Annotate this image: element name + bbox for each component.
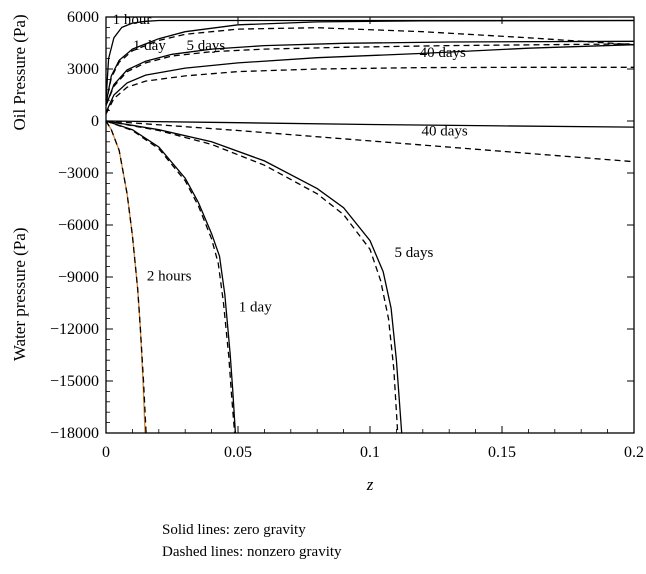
x-tick-label: 0.1 (360, 444, 380, 461)
x-tick-label: 0.05 (224, 444, 252, 461)
ticks-layer: 0 0.05 0.1 0.15 0.2 6000 3000 0 −3000 −6000 −9000 −… (50, 9, 644, 461)
y-tick-label: 0 (91, 113, 99, 130)
curve-label-5-days: 5 days (395, 245, 434, 261)
y-tick-label: −6000 (58, 217, 99, 234)
y-tick-label: 3000 (67, 61, 99, 78)
y-axis-label-oil: Oil Pressure (Pa) (10, 14, 29, 130)
curve-label-1-day: 1 day (133, 38, 166, 54)
annotations-layer: 1 hour 1 day 5 days 40 days 40 days 5 days 2 h… (113, 12, 468, 316)
series-dashed-1-day-12 (105, 120, 236, 434)
series-solid-40-days-3 (105, 44, 635, 113)
y-tick-label: −3000 (58, 165, 99, 182)
x-tick-label: 0 (102, 444, 110, 461)
legend-note-dashed: Dashed lines: nonzero gravity (162, 544, 342, 560)
series-dashed-40-days-8 (105, 120, 635, 163)
y-tick-label: −18000 (50, 425, 99, 442)
series-solid-1-hour-0 (105, 19, 634, 101)
series-dashed-5-days-14 (105, 120, 399, 434)
series-solid-5-days-13 (105, 120, 403, 434)
y-axis-label-water: Water pressure (Pa) (10, 228, 29, 362)
curve-label-1-hour: 1 hour (113, 12, 152, 28)
y-tick-label: −9000 (58, 269, 99, 286)
curve-label-5-days: 5 days (187, 38, 226, 54)
curve-label-1-day: 1 day (239, 300, 272, 316)
series-layer (105, 19, 635, 434)
series-solid-2-hours-9 (105, 120, 146, 434)
x-tick-label: 0.2 (624, 444, 644, 461)
y-tick-label: −15000 (50, 373, 99, 390)
series-dashed-40-days-6 (105, 66, 634, 115)
series-solid-1-day-1 (105, 19, 635, 104)
curve-label-40-days: 40 days (420, 45, 466, 61)
y-tick-label: 6000 (67, 9, 99, 26)
x-axis-label: z (366, 475, 374, 494)
plot-frame (105, 16, 635, 434)
series-dashed-5-days-5 (105, 43, 635, 106)
y-tick-label: −12000 (50, 321, 99, 338)
series-solid-40-days-7 (105, 120, 635, 128)
series-dashed-1-day-4 (105, 27, 635, 104)
curve-label-40-days: 40 days (421, 124, 467, 140)
curve-label-2-hours: 2 hours (147, 268, 192, 284)
series-solid-1-day-11 (105, 120, 237, 434)
x-tick-label: 0.15 (488, 444, 516, 461)
legend-note-solid: Solid lines: zero gravity (162, 522, 306, 538)
series-solid-5-days-2 (105, 40, 635, 106)
